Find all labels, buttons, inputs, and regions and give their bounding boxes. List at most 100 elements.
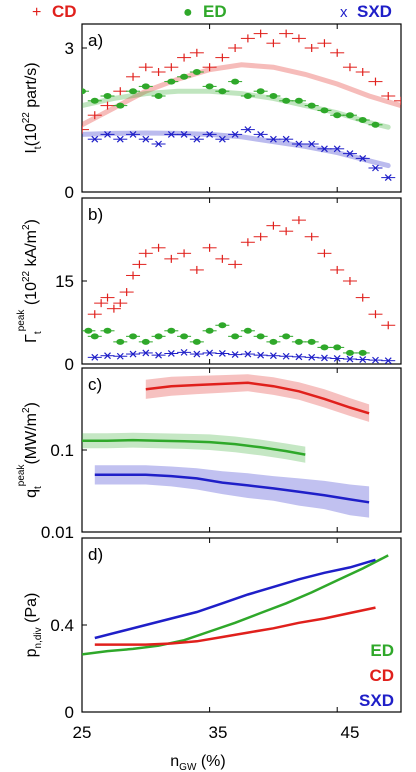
x-axis-label: nGW (%): [170, 753, 225, 772]
legend-cd-label: CD: [52, 2, 77, 21]
panel-d: 0 0.4 d) pn,div (Pa) ED CD SXD: [23, 537, 402, 722]
y-axis-label-part: peak: [16, 464, 27, 487]
panel-label: a): [88, 31, 103, 50]
data-point-sxd: [116, 352, 124, 360]
legend-sxd-marker: x: [340, 4, 348, 21]
data-point-sxd: [282, 135, 290, 143]
data-point-sxd: [308, 140, 316, 148]
series-line-cd: [145, 381, 370, 415]
y-axis-label-part: (10: [23, 123, 40, 146]
data-point-sxd: [218, 350, 226, 357]
data-point-ed: [167, 78, 176, 85]
x-axis-label-unit: (%): [196, 753, 225, 770]
data-point-sxd: [193, 350, 201, 358]
y-axis-label-part: ): [23, 219, 40, 224]
data-point-ed: [231, 333, 240, 340]
y-axis-label-part: kA/m: [23, 230, 40, 271]
data-point-sxd: [269, 352, 277, 360]
data-point-ed: [358, 117, 367, 123]
data-point-sxd: [104, 130, 111, 138]
data-point-sxd: [244, 350, 252, 358]
data-point-ed: [333, 344, 342, 351]
data-point-ed: [282, 333, 291, 340]
data-point-sxd: [142, 135, 150, 143]
panel-c: 0.01 0.1 c) qt peak(MW/m2): [16, 367, 402, 542]
data-point-ed: [90, 97, 99, 104]
plot-area: [82, 374, 370, 518]
data-point-ed: [141, 338, 150, 345]
data-point-ed: [84, 327, 93, 334]
data-point-ed: [205, 83, 214, 90]
y-axis-label-part: (10: [23, 282, 40, 310]
data-point-ed: [269, 93, 278, 99]
data-point-sxd: [295, 353, 303, 361]
series-line-cd: [94, 606, 376, 646]
panel-label: c): [88, 375, 102, 394]
y-axis-label-part: 2: [21, 407, 32, 413]
series-line-sxd: [94, 558, 376, 640]
data-point-sxd: [91, 353, 99, 361]
legend-ed-marker: ●: [183, 4, 193, 21]
top-legend: + CD ● ED x SXD: [32, 2, 392, 21]
series-line-ed: [82, 438, 306, 456]
data-point-sxd: [359, 154, 367, 162]
data-point-sxd: [129, 130, 137, 138]
data-point-sxd: [167, 350, 175, 357]
data-point-sxd: [384, 357, 392, 364]
data-point-ed: [243, 93, 252, 99]
plot-frame: [81, 23, 402, 193]
data-point-ed: [307, 102, 316, 109]
data-point-ed: [180, 73, 189, 80]
data-point-ed: [231, 78, 240, 85]
plot-area: [82, 216, 396, 364]
data-point-ed: [307, 338, 316, 345]
data-point-sxd: [333, 355, 341, 362]
data-point-sxd: [231, 351, 239, 359]
data-point-sxd: [372, 164, 379, 172]
data-point-sxd: [167, 130, 175, 138]
data-point-ed: [345, 349, 354, 356]
y-axis-label: qt peak(MW/m2): [16, 402, 44, 498]
data-point-sxd: [155, 351, 162, 359]
panel-b: 0 15 b) Γt peak (1022 kA/m2): [16, 197, 402, 374]
data-point-ed: [333, 112, 342, 119]
series-line-ed: [82, 554, 389, 656]
y-axis-label-part: n,div: [33, 627, 44, 648]
y-tick-label: 0.1: [50, 441, 74, 460]
fit-line-ed: [82, 88, 391, 130]
y-axis-label-part: 22: [21, 270, 32, 282]
y-tick-label: 0.01: [41, 523, 74, 542]
plot-area: [82, 29, 401, 182]
data-point-sxd: [206, 130, 214, 138]
y-axis-label-part: t: [33, 146, 44, 149]
data-point-ed: [320, 107, 329, 114]
data-point-ed: [116, 102, 125, 109]
data-point-ed: [192, 338, 201, 345]
data-point-ed: [82, 88, 86, 95]
data-point-sxd: [116, 135, 124, 143]
y-axis-label-part: I: [23, 149, 40, 153]
y-axis-label-part: 2: [21, 224, 32, 230]
data-point-ed: [90, 333, 99, 340]
data-point-ed: [167, 327, 176, 334]
data-point-sxd: [231, 130, 239, 138]
band-sxd: [94, 465, 370, 518]
data-point-ed: [256, 88, 265, 95]
data-point-sxd: [91, 135, 99, 143]
data-point-sxd: [142, 349, 150, 357]
data-point-sxd: [359, 356, 367, 363]
band-cd: [145, 374, 370, 422]
data-point-sxd: [257, 351, 265, 359]
data-point-sxd: [206, 349, 214, 357]
y-axis-label-part: 22: [21, 112, 32, 124]
y-axis-label-part: p: [23, 648, 40, 657]
data-point-sxd: [244, 126, 252, 134]
data-point-ed: [345, 112, 354, 119]
y-axis-label-part: t: [33, 486, 44, 489]
series-line-sxd: [94, 473, 370, 504]
data-point-ed: [358, 349, 367, 356]
data-point-ed: [218, 88, 227, 95]
data-point-ed: [141, 83, 150, 90]
legend-ed-label: ED: [203, 2, 227, 21]
